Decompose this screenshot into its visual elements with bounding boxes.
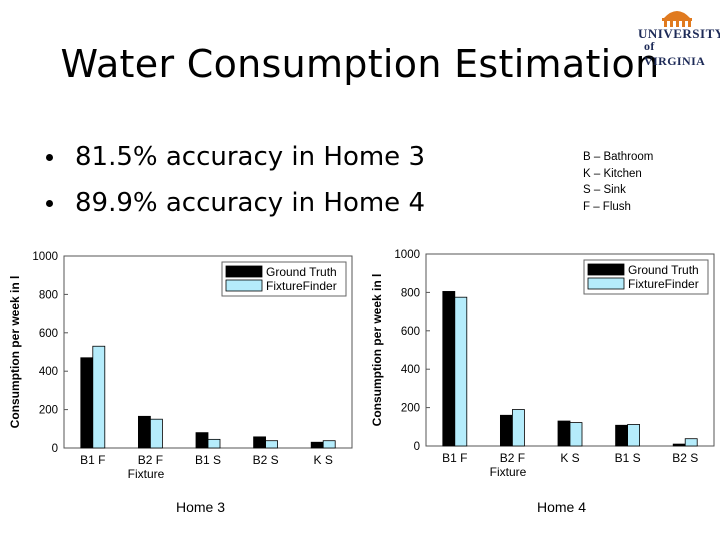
y-tick-label: 0 (52, 443, 58, 455)
rotunda-icon (662, 11, 692, 27)
x-tick-label: B2 F (138, 453, 163, 467)
bar-fixture-finder (149, 418, 163, 449)
bar-fixture-finder (454, 296, 468, 447)
bullet-dot-icon (46, 199, 53, 207)
logo-text-virginia: of VIRGINIA (644, 39, 706, 68)
bar-fixture-finder (684, 438, 698, 447)
key-bathroom: B – Bathroom (583, 151, 654, 163)
y-tick-label: 400 (39, 366, 58, 378)
bar-ground-truth (137, 415, 151, 449)
bar-fixture-finder (511, 409, 525, 447)
y-tick-label: 1000 (394, 249, 420, 261)
bar-fixture-finder (627, 424, 641, 447)
x-tick-label: B1 F (442, 451, 467, 465)
legend-label: Ground Truth (628, 263, 699, 277)
bar-ground-truth (310, 441, 324, 449)
y-tick-label: 0 (414, 441, 420, 453)
bullet-text: 89.9% accuracy in Home 4 (75, 188, 425, 218)
y-tick-label: 800 (401, 287, 420, 299)
legend-swatch-ground-truth (225, 265, 263, 278)
bullet-dot-icon (46, 153, 53, 161)
y-tick-label: 1000 (32, 251, 58, 263)
logo-text-university: UNIVERSITY (638, 26, 720, 41)
bullet-list: 81.5% accuracy in Home 3 89.9% accuracy … (40, 134, 425, 226)
bar-fixture-finder (569, 422, 583, 447)
bar-ground-truth (499, 414, 513, 447)
bar-fixture-finder (322, 440, 336, 449)
legend-swatch-fixture-finder (225, 279, 263, 292)
legend-label: Ground Truth (266, 265, 337, 279)
x-tick-label: B2 S (253, 453, 279, 467)
bullet-item: 81.5% accuracy in Home 3 (40, 134, 425, 180)
chart-home-4: 0 200 400 600 800 1000 B1 F B2 F K S B1 S B2 S Fixt… (366, 240, 718, 485)
chart-home-3-svg: 0 200 400 600 800 1000 B1 F B2 F B1 S B2 S K S Fixt… (8, 251, 353, 481)
caption-home-4: Home 4 (537, 499, 587, 515)
key-kitchen: K – Kitchen (583, 167, 642, 180)
x-tick-label: B1 F (80, 453, 105, 467)
y-axis-label: Consumption per week in l (8, 276, 22, 429)
y-tick-label: 200 (401, 403, 420, 415)
bar-ground-truth (253, 436, 267, 449)
legend-label: FixtureFinder (266, 279, 337, 293)
x-axis-label: Fixture (490, 465, 527, 479)
key-flush: F – Flush (583, 200, 631, 213)
legend-swatch-ground-truth (587, 263, 625, 276)
caption-home-3: Home 3 (176, 499, 226, 515)
bullet-item: 89.9% accuracy in Home 4 (40, 180, 425, 226)
y-tick-label: 200 (39, 405, 58, 417)
bar-ground-truth (672, 443, 686, 447)
bar-ground-truth (80, 357, 94, 449)
bar-ground-truth (442, 291, 456, 447)
x-axis-label: Fixture (128, 467, 165, 481)
x-tick-label: B1 S (195, 453, 221, 467)
university-logo: UNIVERSITY of VIRGINIA (636, 4, 720, 68)
x-tick-label: K S (560, 451, 579, 465)
y-axis-label: Consumption per week in l (370, 274, 384, 427)
bar-fixture-finder (207, 438, 221, 449)
abbreviation-key: B – Bathroom K – Kitchen S – Sink F – Fl… (583, 149, 653, 215)
y-tick-label: 600 (401, 326, 420, 338)
legend-swatch-fixture-finder (587, 277, 625, 290)
x-tick-label: B1 S (615, 451, 641, 465)
bar-ground-truth (557, 420, 571, 447)
legend-label: FixtureFinder (628, 277, 699, 291)
y-tick-label: 600 (39, 328, 58, 340)
x-tick-label: B2 S (672, 451, 698, 465)
chart-home-3: 0 200 400 600 800 1000 B1 F B2 F B1 S B2 S K S Fixt… (4, 242, 356, 487)
slide-title: Water Consumption Estimation (60, 42, 660, 86)
x-tick-label: B2 F (500, 451, 525, 465)
x-tick-label: K S (314, 453, 333, 467)
bullet-text: 81.5% accuracy in Home 3 (75, 142, 425, 172)
y-tick-label: 400 (401, 364, 420, 376)
chart-home-4-svg: 0 200 400 600 800 1000 B1 F B2 F K S B1 S B2 S Fixt… (370, 249, 715, 479)
bar-fixture-finder (92, 345, 106, 449)
bar-ground-truth (615, 424, 629, 447)
y-tick-label: 800 (39, 289, 58, 301)
bar-ground-truth (195, 432, 209, 449)
bar-fixture-finder (265, 440, 279, 449)
key-sink: S – Sink (583, 184, 626, 196)
